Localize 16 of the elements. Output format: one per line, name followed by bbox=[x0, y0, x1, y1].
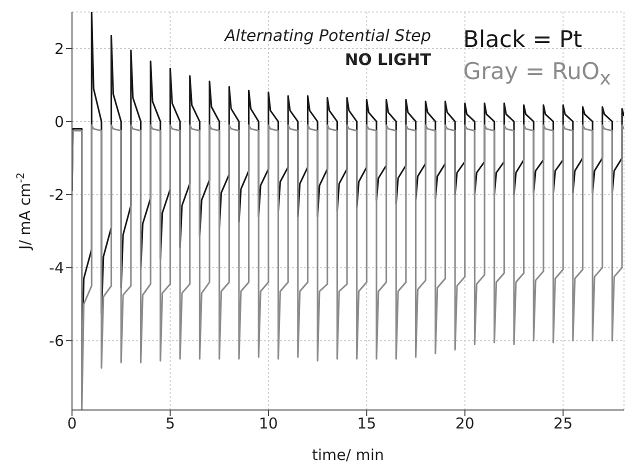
y-tick-label: -4 bbox=[49, 258, 64, 277]
text: Black = Pt bbox=[463, 26, 584, 55]
x-tick-label: 5 bbox=[165, 414, 175, 433]
x-tick-label: 10 bbox=[258, 414, 278, 433]
x-tick-label: 25 bbox=[554, 414, 573, 433]
x-tick-label: 0 bbox=[67, 414, 77, 433]
y-tick-label: -6 bbox=[49, 332, 64, 350]
y-tick-label: 0 bbox=[54, 112, 64, 131]
y-tick-label: 2 bbox=[54, 40, 64, 58]
x-axis-title: time/ min bbox=[312, 446, 384, 462]
x-tick-label: 15 bbox=[357, 414, 376, 433]
annotation: NO LIGHT bbox=[344, 50, 431, 69]
series-label: Gray = RuO$_{x}$ bbox=[463, 58, 611, 92]
annotation: Alternating Potential Step bbox=[224, 26, 431, 45]
y-tick-label: -2 bbox=[49, 186, 64, 204]
x-tick-label: 20 bbox=[455, 414, 474, 433]
